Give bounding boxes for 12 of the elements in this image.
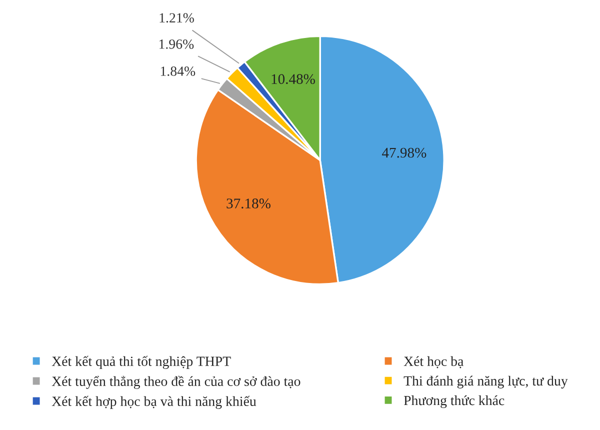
data-label: 1.84% xyxy=(160,66,196,76)
data-label: 1.21% xyxy=(160,13,194,23)
legend-label: Xét tuyển thẳng theo đề án của cơ sở đào tạo xyxy=(52,376,300,389)
legend-label: Thi đánh giá năng lực, tư duy xyxy=(404,376,568,388)
legend-label: Xét kết hợp học bạ và thi năng khiếu xyxy=(52,396,256,409)
legend-label: Xét học bạ xyxy=(404,356,464,368)
data-label: 37.18% xyxy=(226,198,270,208)
legend-label: Phương thức khác xyxy=(404,395,504,408)
data-label: 1.96% xyxy=(159,39,194,49)
legend-label: Xét kết quả thi tốt nghiệp THPT xyxy=(52,356,231,369)
data-label: 10.48% xyxy=(272,74,315,84)
data-label: 47.98% xyxy=(382,148,426,158)
